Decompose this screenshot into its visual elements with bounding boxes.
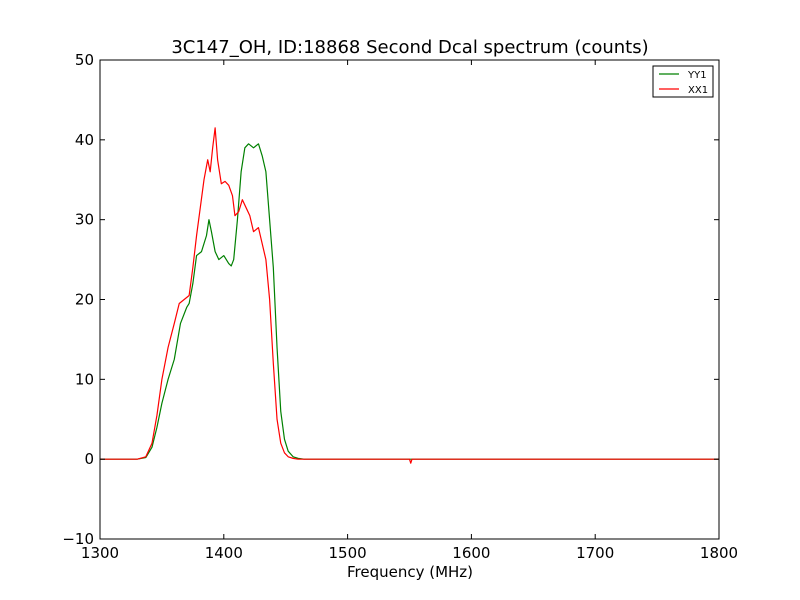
- x-tick-label: 1300: [81, 544, 119, 562]
- y-tick-label: 40: [75, 131, 94, 149]
- x-axis-ticks: 1300 1400 1500 1600 1700 1800: [81, 60, 738, 562]
- y-tick-label: 10: [75, 370, 94, 388]
- chart-title: 3C147_OH, ID:18868 Second Dcal spectrum …: [171, 37, 648, 58]
- x-tick-label: 1500: [329, 544, 367, 562]
- legend-label-yy1: YY1: [687, 70, 707, 81]
- series-line-xx1: [100, 127, 719, 464]
- x-tick-label: 1800: [700, 544, 738, 562]
- legend-box: [652, 65, 714, 98]
- y-tick-label: 30: [75, 211, 94, 229]
- y-tick-label: 50: [75, 51, 94, 69]
- y-tick-label: 0: [84, 450, 94, 468]
- x-axis-label: Frequency (MHz): [347, 563, 473, 581]
- y-tick-label: −10: [62, 530, 94, 548]
- series-layer: [100, 127, 719, 464]
- y-axis-ticks: −10 0 10 20 30 40 50: [62, 51, 719, 548]
- x-tick-label: 1600: [452, 544, 490, 562]
- x-tick-label: 1400: [205, 544, 243, 562]
- plot-area: 1300 1400 1500 1600 1700 1800 −10 0 10 20 30 40 50: [62, 51, 738, 562]
- legend-label-xx1: XX1: [688, 85, 708, 96]
- x-tick-label: 1700: [576, 544, 614, 562]
- y-tick-label: 20: [75, 291, 94, 309]
